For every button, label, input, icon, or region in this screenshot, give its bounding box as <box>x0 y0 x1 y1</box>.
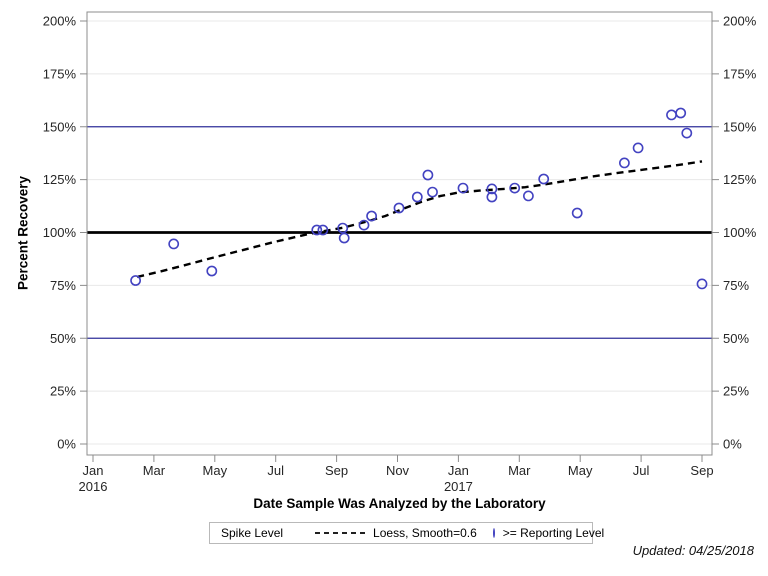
data-point <box>696 278 708 290</box>
data-point <box>427 186 438 198</box>
plot-frame <box>86 11 713 456</box>
data-point <box>509 182 521 194</box>
y-tick-label-right: 150% <box>723 119 757 134</box>
y-tick-label-right: 25% <box>723 384 749 399</box>
y-tick-label-left: 150% <box>43 119 77 134</box>
x-tick-label: Jul <box>633 463 650 478</box>
x-tick-label: Mar <box>143 463 166 478</box>
y-tick-label-right: 200% <box>723 14 757 29</box>
loess-dashed-line-swatch <box>315 531 366 535</box>
y-tick-label-right: 175% <box>723 66 757 81</box>
x-tick-label: May <box>568 463 593 478</box>
data-point <box>538 173 550 185</box>
y-tick-label-left: 0% <box>57 437 76 452</box>
data-point <box>338 232 350 244</box>
y-tick-label-left: 50% <box>50 331 76 346</box>
x-tick-label: Jan <box>448 463 469 478</box>
data-point <box>311 224 323 236</box>
y-tick-label-left: 125% <box>43 172 77 187</box>
x-tick-label: Sep <box>325 463 348 478</box>
data-point <box>358 219 370 231</box>
data-point <box>130 275 141 286</box>
y-tick-label-left: 25% <box>50 384 76 399</box>
data-point <box>619 157 630 169</box>
legend-loess-label: Loess, Smooth=0.6 <box>373 526 477 540</box>
data-point <box>681 127 693 139</box>
data-point <box>411 191 423 203</box>
y-tick-label-right: 125% <box>723 172 757 187</box>
y-tick-label-right: 0% <box>723 437 742 452</box>
data-point <box>206 265 218 277</box>
x-tick-label: Nov <box>386 463 410 478</box>
data-point <box>393 202 405 214</box>
x-tick-year-label: 2016 <box>79 479 108 494</box>
data-point <box>168 238 180 250</box>
legend-reporting-level-label: >= Reporting Level <box>502 526 605 540</box>
updated-date-footnote: Updated: 04/25/2018 <box>632 543 754 558</box>
x-tick-year-label: 2017 <box>444 479 473 494</box>
reporting-level-marker-swatch <box>492 528 495 538</box>
y-tick-label-right: 50% <box>723 331 749 346</box>
data-point <box>317 224 329 236</box>
data-point <box>486 191 498 203</box>
y-tick-label-left: 100% <box>43 225 77 240</box>
data-point <box>523 190 534 202</box>
data-point <box>675 107 687 119</box>
x-axis-title: Date Sample Was Analyzed by the Laborato… <box>253 496 546 511</box>
x-tick-label: Sep <box>690 463 713 478</box>
data-point <box>337 222 349 234</box>
x-tick-label: Mar <box>508 463 531 478</box>
y-axis-title: Percent Recovery <box>15 175 31 291</box>
x-tick-label: Jan <box>83 463 104 478</box>
y-tick-label-right: 75% <box>723 278 749 293</box>
data-point <box>422 169 434 181</box>
legend-title: Spike Level <box>221 526 284 540</box>
y-tick-label-left: 200% <box>43 14 77 29</box>
data-point <box>457 182 469 194</box>
x-tick-label: May <box>203 463 228 478</box>
legend: Spike Level Loess, Smooth=0.6 >= Reporti… <box>209 522 604 544</box>
y-tick-label-right: 100% <box>723 225 757 240</box>
x-tick-label: Jul <box>267 463 284 478</box>
loess-curve <box>136 160 703 279</box>
data-point <box>571 207 583 219</box>
data-point <box>666 109 677 121</box>
data-point <box>632 142 644 154</box>
data-point <box>366 210 377 222</box>
data-point <box>486 183 498 195</box>
y-tick-label-left: 75% <box>50 278 76 293</box>
y-tick-label-left: 175% <box>43 66 77 81</box>
